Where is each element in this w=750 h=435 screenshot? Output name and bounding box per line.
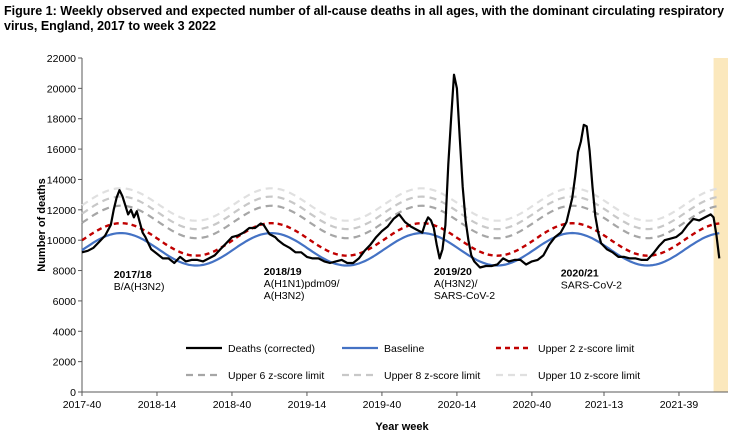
series-line-z10 xyxy=(81,187,720,222)
legend-label-z2: Upper 2 z-score limit xyxy=(538,343,634,355)
x-tick-label: 2021-39 xyxy=(660,399,699,411)
x-tick-label: 2021-13 xyxy=(585,399,624,411)
axes: 0 2000 4000 6000 8000 10000 12000 14000 16000 180… xyxy=(47,53,728,411)
x-tick-label: 2018-40 xyxy=(213,399,252,411)
x-tick-label: 2018-14 xyxy=(138,399,177,411)
x-tick-label: 2019-40 xyxy=(363,399,402,411)
series-lines xyxy=(81,73,721,269)
annotation-ann-2017-18: 2017/18 B/A(H3N2) xyxy=(114,269,165,293)
annotation-line: 2018/19 xyxy=(264,266,302,278)
annotation-line: SARS-CoV-2 xyxy=(434,290,495,302)
legend-label-z10: Upper 10 z-score limit xyxy=(538,370,640,382)
figure-title: Figure 1: Weekly observed and expected n… xyxy=(4,4,725,33)
y-tick-label: 6000 xyxy=(53,296,77,308)
x-tick-label: 2020-40 xyxy=(513,399,552,411)
series-line-deaths xyxy=(81,73,721,269)
legend-label-deaths: Deaths (corrected) xyxy=(228,343,315,355)
y-tick-label: 16000 xyxy=(47,144,76,156)
legend-label-z8: Upper 8 z-score limit xyxy=(384,370,480,382)
series-line-z8 xyxy=(81,195,720,231)
y-axis-label: Number of deaths xyxy=(36,178,48,272)
y-tick-label: 0 xyxy=(70,387,76,399)
highlight-band-layer xyxy=(713,58,728,392)
annotation-line: A(H1N1)pdm09/ xyxy=(264,278,340,290)
y-tick-label: 12000 xyxy=(47,205,76,217)
y-tick-label: 20000 xyxy=(47,83,76,95)
highlight-band xyxy=(713,58,728,392)
y-tick-label: 2000 xyxy=(53,357,77,369)
y-tick-label: 10000 xyxy=(47,235,76,247)
annotation-line: SARS-CoV-2 xyxy=(561,280,622,292)
annotation-line: B/A(H3N2) xyxy=(114,281,165,293)
x-axis-label: Year week xyxy=(375,421,429,433)
annotation-ann-2019-20: 2019/20 A(H3N2)/SARS-CoV-2 xyxy=(434,266,495,302)
y-tick-label: 22000 xyxy=(47,53,76,65)
annotation-line: A(H3N2)/ xyxy=(434,278,478,290)
series-line-z6 xyxy=(81,204,720,240)
legend-label-baseline: Baseline xyxy=(384,343,424,355)
virus-annotations: 2017/18 B/A(H3N2) 2018/19 A(H1N1)pdm09/A(H3… xyxy=(114,266,622,302)
annotation-ann-2020-21: 2020/21 SARS-CoV-2 xyxy=(561,268,622,292)
x-tick-label: 2020-14 xyxy=(438,399,477,411)
legend: Deaths (corrected) Baseline Upper 2 z-scor… xyxy=(186,343,640,382)
annotation-line: A(H3N2) xyxy=(264,290,305,302)
legend-label-z6: Upper 6 z-score limit xyxy=(228,370,324,382)
annotation-ann-2018-19: 2018/19 A(H1N1)pdm09/A(H3N2) xyxy=(264,266,340,302)
y-tick-label: 4000 xyxy=(53,326,77,338)
series-line-z2 xyxy=(81,222,720,257)
y-tick-label: 8000 xyxy=(53,266,77,278)
annotation-line: 2019/20 xyxy=(434,266,472,278)
x-tick-label: 2019-14 xyxy=(288,399,327,411)
annotation-line: 2020/21 xyxy=(561,268,599,280)
y-tick-label: 18000 xyxy=(47,114,76,126)
y-tick-label: 14000 xyxy=(47,174,76,186)
x-tick-label: 2017-40 xyxy=(63,399,102,411)
annotation-line: 2017/18 xyxy=(114,269,152,281)
